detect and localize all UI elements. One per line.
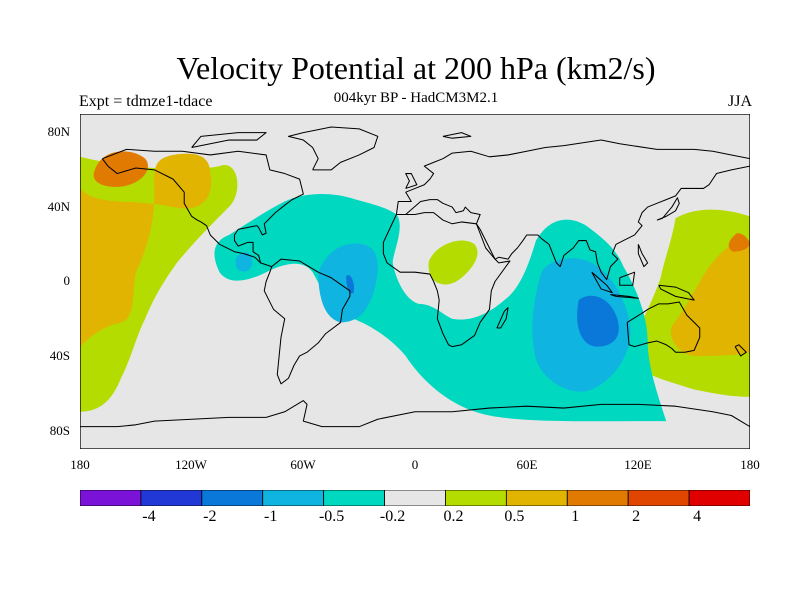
lat-label-40s: 40S [49,348,70,363]
contour-africa-0p2 [428,240,478,285]
velocity-potential-map [80,114,750,449]
lat-label-80s: 80S [49,423,70,438]
lat-label-40n: 40N [47,199,70,214]
lat-label-equator: 0 [63,273,71,288]
colorbar-label-6: 0.5 [504,508,525,525]
contour-wpac-0p5 [670,240,750,356]
colorbar-box-7 [505,490,568,506]
coastline-australia [626,301,701,353]
coastline-antarctica [80,400,750,428]
colorbar-box-6 [445,490,507,506]
contour-wpac-1 [728,233,750,252]
colorbar-box-3 [262,490,325,506]
colorbar-box-4 [323,490,385,506]
colorbar-box-2 [201,490,264,506]
coastline-japan [656,197,680,221]
colorbar-label-3: -0.5 [318,508,345,525]
coastline-arctic-islands [191,132,472,149]
colorbar-label-1: -2 [203,508,217,525]
coastline-south-america [263,258,351,385]
coastline-greenland [287,126,379,171]
lat-label-80n: 80N [47,124,70,139]
colorbar-box-5 [384,490,446,506]
colorbar-box-1 [140,490,203,506]
colorbar-label-4: -0.2 [379,508,406,525]
coastline-indonesia [591,244,695,301]
lon-label-120e: 120E [624,457,652,472]
coastline-madagascar [496,307,509,329]
chart-subtitle: 004kyr BP - HadCM3M2.1 [333,90,499,106]
season-label: JJA [727,93,752,110]
colorbar-box-10 [688,490,750,506]
contour-ind-neg1 [577,295,619,347]
contour-pacific-0p5 [80,153,212,347]
contour-pacific-1 [93,151,148,187]
colorbar-label-7: 1 [571,508,580,525]
colorbar [80,490,750,506]
coastlines [80,126,750,428]
lon-label-0: 0 [411,457,419,472]
coastline-africa [382,212,511,348]
chart-title: Velocity Potential at 200 hPa (km2/s) [176,50,656,86]
colorbar-label-9: 4 [693,508,702,525]
coastline-new-zealand [734,344,747,357]
colorbar-label-8: 2 [632,508,641,525]
lon-label-60e: 60E [516,457,538,472]
coastline-britain [405,173,418,189]
colorbar-label-0: -4 [142,508,156,525]
experiment-label: Expt = tdmze1-tdace [79,93,213,110]
contour-carib-neg0p5 [235,252,253,272]
colorbar-box-9 [627,490,690,506]
colorbar-box-0 [80,490,142,506]
lon-label-180w: 180 [70,457,90,472]
lon-label-180e: 180 [740,457,760,472]
coastline-north-america [101,148,304,268]
colorbar-label-2: -1 [264,508,278,525]
lon-label-60w: 60W [290,457,316,472]
coastline-eurasia [395,139,750,281]
colorbar-label-5: 0.2 [443,508,464,525]
colorbar-box-8 [566,490,629,506]
lon-label-120w: 120W [175,457,207,472]
